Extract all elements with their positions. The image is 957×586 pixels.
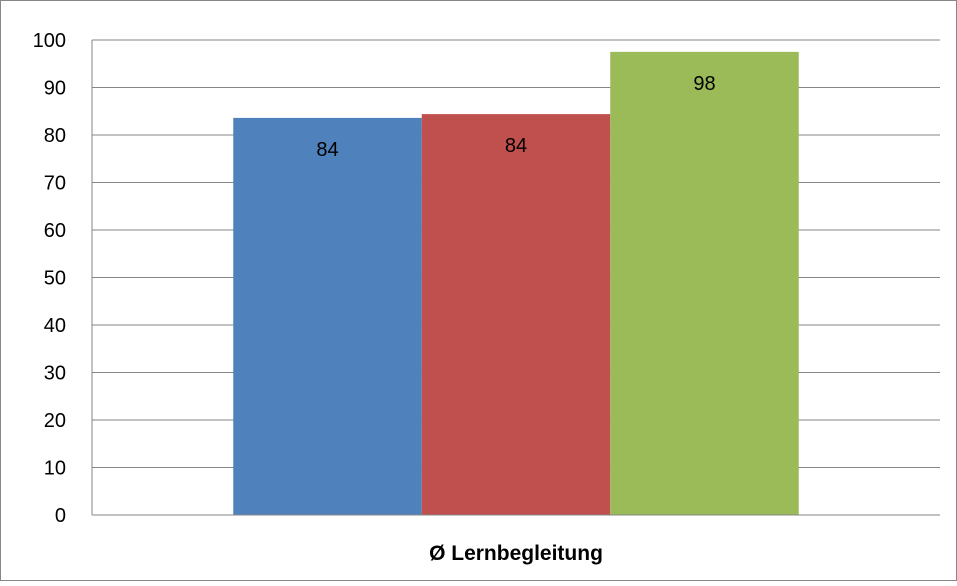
- bars: [233, 51, 799, 516]
- y-tick-label: 50: [44, 268, 66, 290]
- data-labels: 84 84 98: [316, 73, 715, 161]
- y-tick-label: 90: [44, 78, 66, 100]
- x-axis-label: Ø Lernbegleitung: [429, 542, 603, 565]
- y-tick-label: 30: [44, 363, 66, 385]
- y-tick-label: 20: [44, 410, 66, 432]
- y-axis-tick-labels: 0 10 20 30 40 50 60 70 80 90 100: [33, 30, 66, 527]
- y-tick-label: 70: [44, 173, 66, 195]
- y-tick-label: 10: [44, 458, 66, 480]
- y-tick-label: 80: [44, 125, 66, 147]
- bar-value-label: 84: [505, 135, 527, 157]
- y-tick-label: 40: [44, 315, 66, 337]
- bar-value-label: 84: [316, 139, 338, 161]
- y-tick-label: 100: [33, 30, 66, 52]
- bar-value-label: 98: [693, 73, 715, 95]
- y-tick-label: 0: [55, 505, 66, 527]
- y-tick-label: 60: [44, 220, 66, 242]
- bar: [233, 117, 422, 516]
- bar: [610, 51, 799, 515]
- bar: [421, 114, 611, 515]
